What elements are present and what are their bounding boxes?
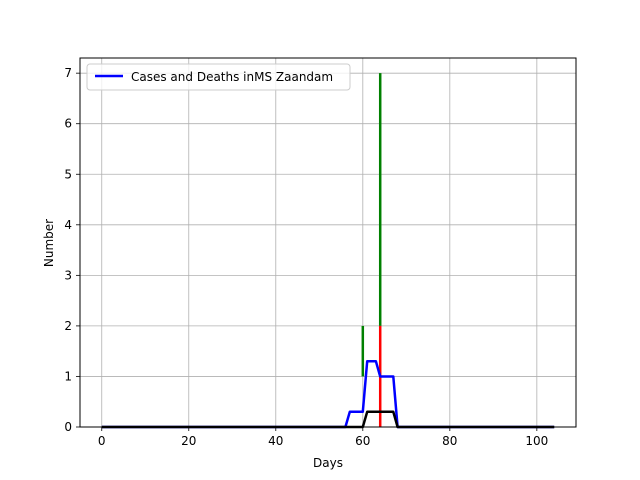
x-axis-label: Days [313,456,343,470]
plot-area [80,58,576,427]
plot-frame [79,57,577,428]
y-tick-label: 5 [64,167,72,181]
series-line-black [101,410,555,429]
y-tick-label: 2 [64,319,72,333]
y-tick-label: 4 [64,218,72,232]
x-tick-label: 100 [525,434,548,448]
y-tick-label: 7 [64,66,72,80]
legend: Cases and Deaths inMS Zaandam [86,63,351,91]
x-tick-label: 80 [442,434,457,448]
series-lines [101,360,555,429]
legend-box [86,63,351,91]
legend-entry: Cases and Deaths inMS Zaandam [131,70,333,84]
y-tick-label: 3 [64,268,72,282]
y-axis-ticks: 0 1 2 3 4 5 6 7 [64,66,80,434]
y-tick-label: 1 [64,369,72,383]
y-axis-label: Number [42,219,56,267]
x-tick-label: 20 [181,434,196,448]
x-axis-ticks: 0 20 40 60 80 100 [98,427,548,448]
x-tick-label: 0 [98,434,106,448]
x-tick-label: 60 [355,434,370,448]
x-tick-label: 40 [268,434,283,448]
y-tick-label: 6 [64,117,72,131]
y-tick-label: 0 [64,420,72,434]
series-line-cases-deaths [101,360,555,429]
